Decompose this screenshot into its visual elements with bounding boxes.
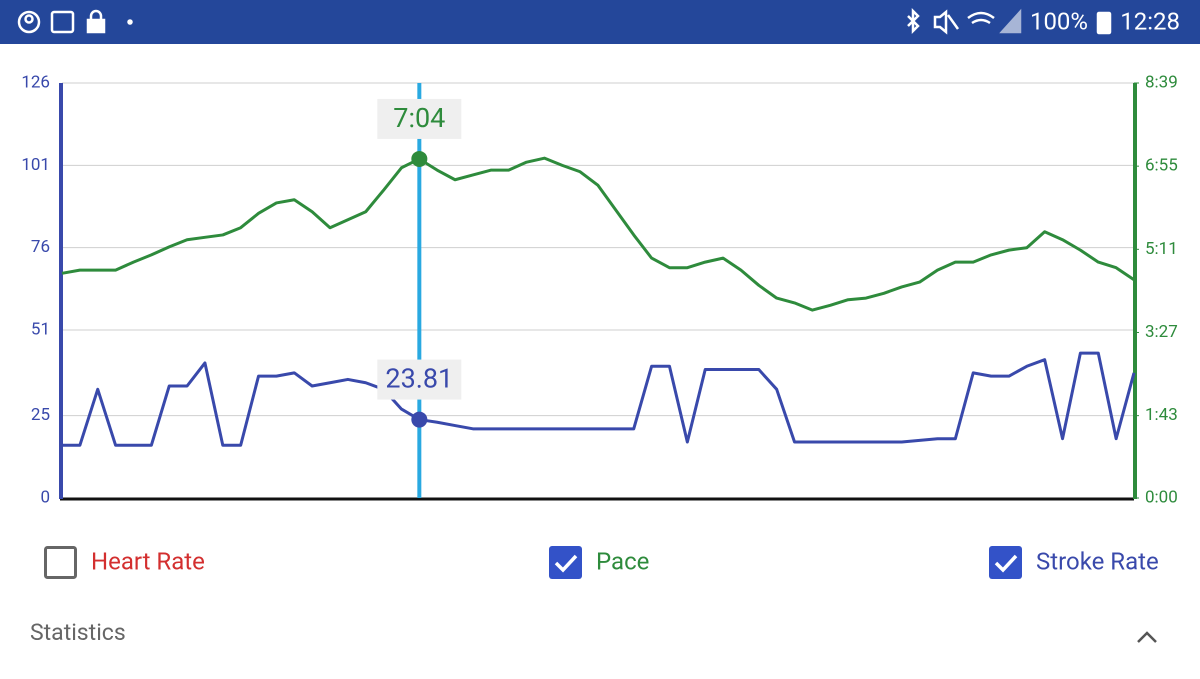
legend-label[interactable]: Pace — [596, 547, 649, 575]
y2-tick-label: 3:27 — [1145, 322, 1178, 342]
cursor-point — [411, 411, 428, 428]
cursor-label-box — [377, 98, 462, 139]
series-line — [62, 351, 1136, 447]
legend-label[interactable]: Stroke Rate — [1036, 547, 1159, 575]
checkmark — [994, 554, 1018, 573]
collapse-chevron[interactable] — [1137, 631, 1157, 643]
checkbox[interactable] — [989, 546, 1022, 579]
y-tick-label: 76 — [31, 237, 50, 257]
y2-tick-label: 5:11 — [1145, 239, 1178, 259]
statistics-title[interactable]: Statistics — [30, 619, 126, 646]
checkbox[interactable] — [44, 546, 77, 579]
y2-tick-label: 1:43 — [1145, 405, 1178, 425]
y2-tick-label: 0:00 — [1145, 487, 1178, 507]
y-tick-label: 101 — [21, 155, 50, 175]
series-line — [61, 156, 1135, 312]
y-tick-label: 25 — [31, 405, 50, 425]
series-toggles: Heart Rate Pace Stroke Rate — [44, 546, 1159, 579]
legend-label[interactable]: Heart Rate — [91, 547, 205, 575]
y2-tick-label: 6:55 — [1145, 156, 1178, 176]
cursor-value-label: 23.81 — [385, 363, 453, 395]
chart: 0 25 51 76 101 126 0:00 1:43 3:27 5:11 6:55 8:39 23.… — [21, 72, 1177, 507]
cursor-label-box — [377, 359, 462, 400]
y-tick-label: 126 — [21, 72, 50, 92]
cursor-point — [411, 150, 428, 167]
status-icons — [17, 7, 1112, 35]
cursor-value-label: 7:04 — [393, 102, 445, 134]
status-bar — [0, 0, 1200, 44]
y2-tick-label: 8:39 — [1145, 72, 1178, 92]
y-tick-label: 0 — [40, 487, 50, 507]
clock: 12:28 — [1120, 7, 1180, 35]
checkbox[interactable] — [549, 546, 582, 579]
checkmark — [554, 554, 578, 573]
battery-level: 100% — [1030, 7, 1088, 35]
y-tick-label: 51 — [31, 320, 50, 340]
